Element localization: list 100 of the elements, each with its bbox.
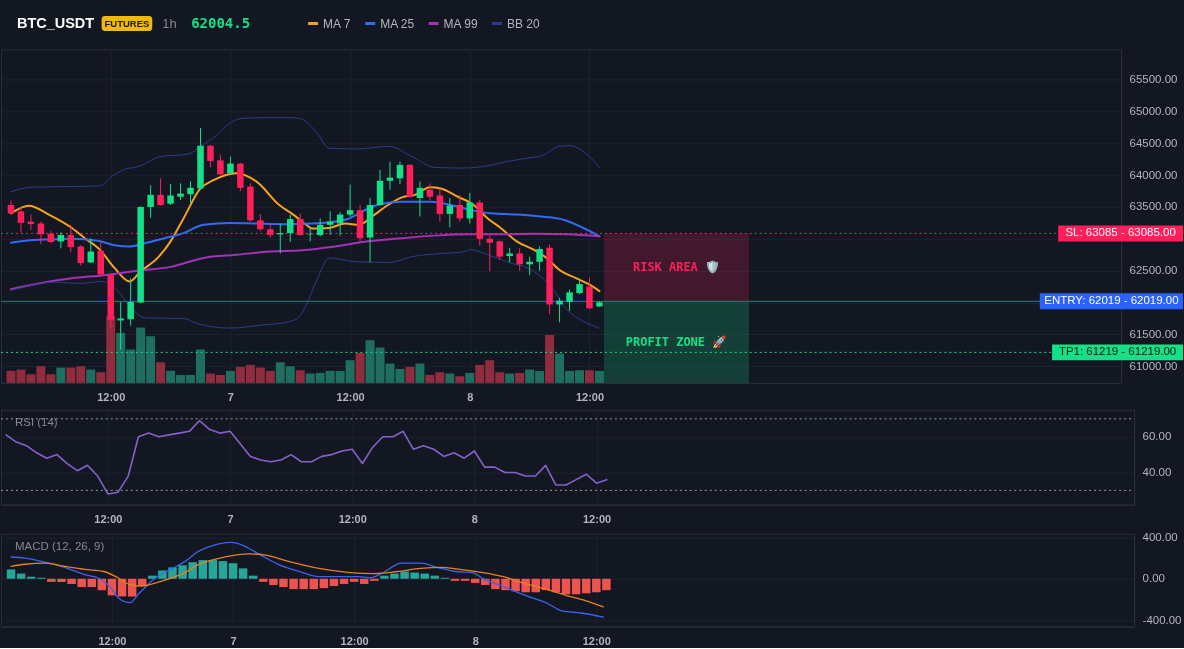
x-tick-label: 12:00 (94, 513, 123, 526)
bar (355, 352, 365, 383)
x-tick-label: 12:00 (97, 391, 126, 404)
bar (571, 578, 581, 595)
candlestick (147, 184, 154, 219)
band-label: RISK AREA 🛡 (632, 260, 721, 275)
line-series (5, 419, 608, 495)
y-tick-label: 64000.00 (1129, 168, 1178, 181)
candlestick (97, 240, 104, 276)
candlestick (466, 192, 474, 225)
bar (238, 568, 248, 579)
x-tick-label: 12:00 (582, 634, 611, 647)
x-tick-label: 12:00 (583, 513, 612, 526)
bar (584, 370, 594, 383)
x-tick-label: 12:00 (575, 391, 605, 404)
bar (87, 578, 96, 588)
bar (6, 569, 16, 579)
bar (359, 578, 369, 584)
bar (248, 575, 258, 579)
x-tick-label: 8 (467, 391, 474, 404)
candlestick (436, 187, 444, 223)
x-tick-label: 12:00 (336, 391, 365, 404)
candlestick (456, 194, 464, 223)
candlestick (207, 144, 214, 168)
bar (445, 373, 455, 383)
bar (465, 372, 475, 383)
legend-label: MA 99 (443, 16, 478, 31)
chart-title: BTC_USDT (16, 14, 95, 31)
x-tick-label: 8 (471, 513, 478, 526)
y-tick-label: 63500.00 (1129, 200, 1178, 213)
candlestick (516, 247, 523, 272)
chart-title: MACD (12, 26, 9) (14, 539, 105, 552)
candlestick (77, 244, 85, 267)
y-tick-label: -400.00 (1142, 613, 1182, 626)
candlestick (187, 180, 194, 204)
legend-label: BB 20 (506, 16, 540, 31)
bar (349, 578, 359, 582)
candlestick (536, 245, 543, 272)
bar (370, 578, 379, 581)
text: 1h (162, 15, 177, 31)
candlestick (167, 183, 174, 206)
candlestick (486, 235, 493, 272)
bar (405, 366, 415, 383)
ref-line-label: ENTRY: 62019 - 62019.00 (1044, 294, 1179, 307)
candlestick (416, 180, 424, 217)
bar (339, 578, 349, 584)
y-tick-label: 0.00 (1142, 572, 1165, 585)
band-label: PROFIT ZONE 🚀 (625, 335, 728, 350)
candlestick (346, 184, 354, 217)
y-tick-label: 61000.00 (1129, 359, 1178, 372)
y-tick-label: 400.00 (1142, 530, 1178, 543)
bar (470, 578, 480, 583)
candlestick (217, 154, 224, 176)
y-tick-label: 60.00 (1142, 430, 1172, 443)
ref-line-label: TP1: 61219 - 61219.00 (1058, 345, 1177, 358)
legend-label: MA 25 (380, 16, 415, 31)
y-tick-label: 65000.00 (1129, 104, 1178, 117)
candlestick (426, 182, 434, 201)
chart-title: RSI (14) (14, 415, 58, 428)
bar (198, 560, 207, 579)
candlestick (566, 289, 573, 312)
bar (594, 370, 604, 383)
bar (430, 575, 440, 579)
candlestick (396, 161, 404, 185)
legend-label: MA 7 (323, 16, 351, 31)
ref-line-label: SL: 63085 - 63085.00 (1065, 226, 1176, 239)
candlestick (336, 211, 344, 237)
bar (505, 373, 515, 383)
candlestick (127, 277, 134, 327)
x-tick-label: 7 (227, 513, 234, 526)
bar (515, 372, 525, 383)
bar (295, 370, 305, 383)
x-tick-label: 12:00 (338, 513, 367, 526)
bar (86, 369, 96, 383)
candlestick (227, 156, 234, 176)
bar (455, 376, 465, 383)
x-tick-label: 12:00 (340, 634, 369, 647)
bar (16, 573, 26, 579)
y-tick-label: 40.00 (1142, 465, 1172, 478)
bar (581, 578, 591, 594)
candlestick (157, 177, 164, 207)
bar (319, 578, 329, 589)
x-tick-label: 12:00 (98, 634, 127, 647)
y-tick-label: 64500.00 (1129, 136, 1178, 149)
bar (225, 370, 235, 383)
bar (56, 367, 66, 383)
candlestick (586, 277, 593, 310)
bar (329, 578, 339, 587)
text: FUTURES (104, 18, 150, 29)
bar (415, 363, 425, 383)
bar (309, 578, 318, 590)
y-tick-label: 65500.00 (1129, 72, 1178, 85)
bar (561, 578, 571, 595)
y-tick-label: 62500.00 (1129, 264, 1178, 277)
x-tick-label: 7 (230, 634, 237, 647)
bar (208, 560, 218, 579)
y-tick-label: 61500.00 (1129, 327, 1178, 340)
x-tick-label: 7 (227, 391, 234, 404)
x-tick-label: 8 (472, 634, 479, 647)
text: 62004.5 (191, 14, 251, 31)
